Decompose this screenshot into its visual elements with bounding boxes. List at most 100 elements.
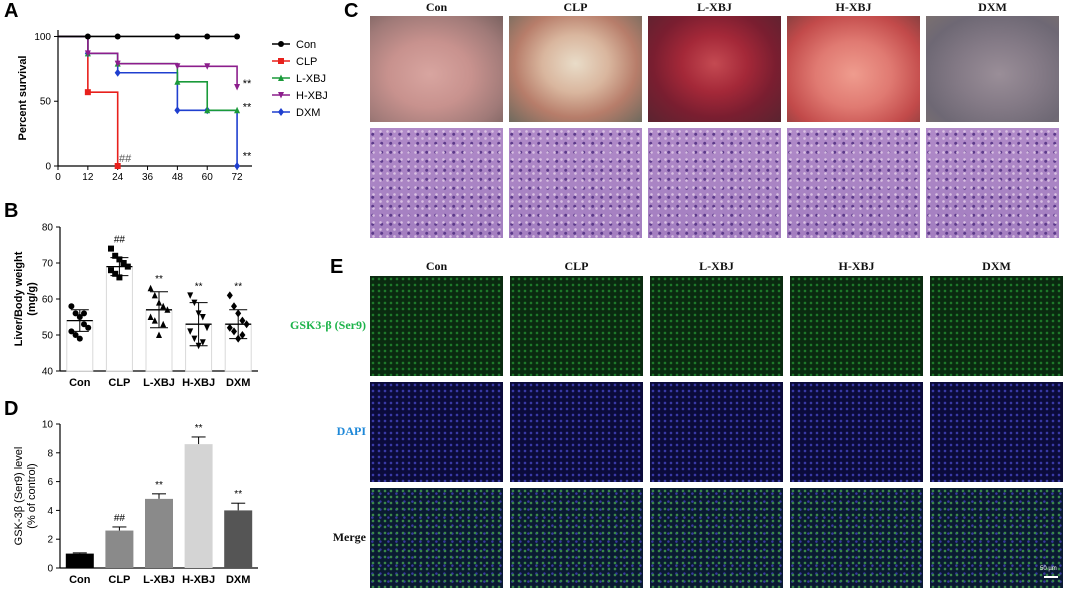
survival-point-H-XBJ [114, 60, 121, 68]
survival-point-H-XBJ [204, 63, 211, 70]
fluorescence-image-GSK3-β-DXM [930, 276, 1063, 376]
bar-CLP [105, 530, 134, 568]
legend-label-H-XBJ: H-XBJ [296, 90, 328, 102]
panel-e-label-H-XBJ: H-XBJ [838, 259, 875, 273]
data-point-H-XBJ [187, 328, 194, 335]
data-point-Con [72, 310, 79, 317]
survival-point-H-XBJ [234, 83, 241, 91]
y-tick-label: 0 [45, 162, 51, 173]
y-tick-label: 50 [40, 97, 52, 108]
legend-marker-DXM [278, 108, 284, 116]
bar-H-XBJ [184, 444, 213, 568]
data-point-DXM [243, 320, 250, 329]
panel-e-label-Con: Con [425, 259, 448, 273]
x-label-H-XBJ: H-XBJ [182, 574, 215, 586]
panel-c-label-Con: Con [425, 0, 448, 14]
panel-c-label-CLP: CLP [563, 0, 588, 14]
data-point-Con [68, 328, 75, 335]
survival-point-H-XBJ [174, 63, 181, 70]
y-tick-label: 100 [34, 32, 51, 43]
panel-e-label-DXM: DXM [982, 259, 1011, 273]
panel-e-row-label-2: Merge [332, 530, 366, 544]
significance-mark: ** [243, 151, 252, 163]
panel-e-row-label-0: GSK3-β (Ser9) [290, 318, 366, 332]
y-tick-label: 2 [47, 535, 53, 546]
x-tick-label: 24 [112, 172, 124, 183]
fluorescence-image-Merge-CLP [510, 488, 643, 588]
panel-letter-e: E [330, 256, 344, 278]
he-stain-image-Con [370, 128, 503, 238]
data-point-DXM [235, 334, 242, 343]
y-tick-label: 8 [47, 448, 53, 459]
y-tick-label: 6 [47, 477, 53, 488]
fluorescence-image-Merge-H-XBJ [790, 488, 923, 588]
he-stain-image-H-XBJ [787, 128, 920, 238]
survival-point-DXM [114, 68, 121, 77]
y-tick-label: 50 [42, 331, 54, 342]
fluorescence-image-DAPI-DXM [930, 382, 1063, 482]
fluorescence-image-DAPI-L-XBJ [650, 382, 783, 482]
legend-label-Con: Con [296, 39, 316, 51]
data-point-H-XBJ [191, 299, 198, 307]
scale-bar [1044, 576, 1058, 578]
fluorescence-image-Merge-Con [370, 488, 503, 588]
bar-L-XBJ [145, 498, 173, 568]
data-point-H-XBJ [195, 342, 202, 350]
gross-liver-image-L-XBJ [648, 16, 781, 122]
data-point-CLP [116, 256, 123, 263]
scale-bar-label: 50 µm [1040, 566, 1057, 572]
x-tick-label: 36 [142, 172, 154, 183]
data-point-Con [81, 321, 87, 328]
y-axis-title: GSK-3β (Ser9) level [13, 447, 25, 546]
data-point-H-XBJ [204, 324, 210, 332]
data-point-DXM [239, 316, 246, 325]
survival-point-L-XBJ [204, 106, 211, 114]
survival-point-H-XBJ [84, 50, 91, 57]
gross-liver-image-Con [370, 16, 503, 122]
x-tick-label: 60 [202, 172, 214, 183]
data-point-DXM [239, 331, 246, 339]
x-label-Con: Con [69, 574, 91, 586]
data-point-CLP [108, 245, 114, 252]
data-point-H-XBJ [187, 292, 194, 299]
data-point-DXM [235, 309, 242, 318]
he-stain-image-DXM [926, 128, 1059, 238]
fluorescence-image-Merge-DXM [930, 488, 1063, 588]
survival-point-Con [174, 33, 181, 40]
y-tick-label: 80 [42, 223, 54, 234]
survival-point-Con [84, 33, 91, 40]
data-point-L-XBJ [164, 306, 171, 313]
data-point-L-XBJ [156, 331, 162, 338]
survival-point-Con [114, 33, 121, 40]
data-point-DXM [231, 327, 237, 336]
data-point-DXM [231, 302, 237, 311]
data-point-DXM [226, 323, 233, 332]
data-point-L-XBJ [156, 299, 162, 306]
data-point-L-XBJ [151, 291, 158, 299]
x-tick-label: 72 [232, 172, 244, 183]
gross-liver-image-H-XBJ [787, 16, 920, 122]
panel-letter-a: A [4, 0, 19, 22]
bar-CLP [105, 266, 133, 372]
data-point-H-XBJ [199, 339, 206, 346]
data-point-H-XBJ [195, 310, 202, 317]
data-point-Con [85, 324, 92, 331]
survival-chart: 0122436486072050100Time (h)Percent survi… [17, 30, 328, 183]
panel-letter-d: D [4, 398, 19, 420]
legend-label-DXM: DXM [296, 107, 320, 119]
y-axis-title-unit: (mg/g) [26, 282, 38, 316]
survival-line-H-XBJ [58, 35, 238, 87]
survival-point-DXM [174, 106, 181, 115]
panel-letter-c: C [344, 0, 359, 22]
data-point-H-XBJ [199, 314, 206, 321]
significance-mark: ## [119, 153, 132, 165]
x-label-H-XBJ: H-XBJ [182, 377, 215, 389]
panel-e-row-label-1: DAPI [336, 424, 366, 438]
panel-e-label-CLP: CLP [564, 259, 589, 273]
x-label-DXM: DXM [226, 574, 250, 586]
liver-weight-chart: 40 50 60 70 80 Liver/Body weight (mg/g) Con CLP #… [13, 223, 258, 389]
fluorescence-image-GSK3-β-Con [370, 276, 503, 376]
significance-mark: ** [155, 480, 163, 491]
he-stain-image-L-XBJ [648, 128, 781, 238]
legend-label-CLP: CLP [296, 56, 317, 68]
